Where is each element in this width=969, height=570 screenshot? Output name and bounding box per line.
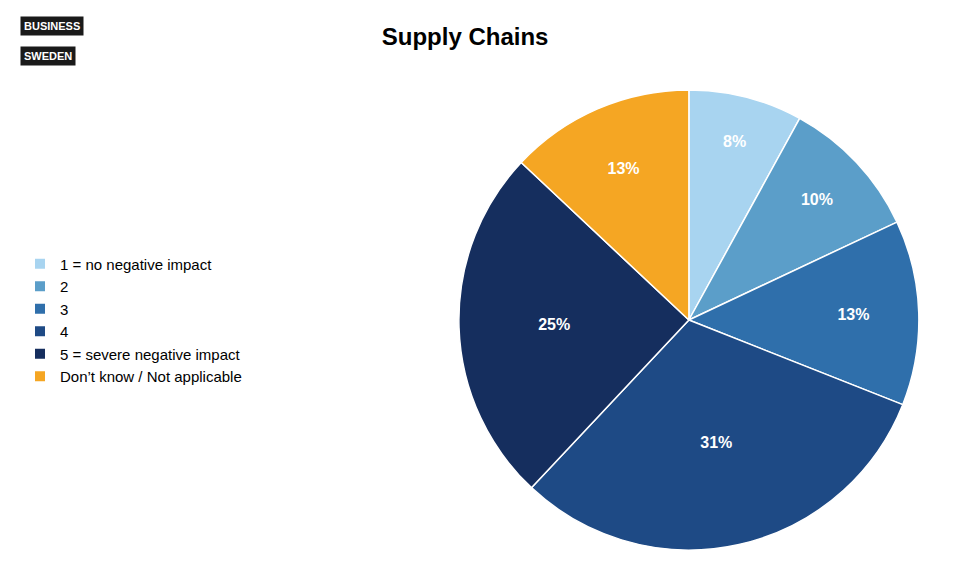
svg-text:13%: 13% — [607, 160, 639, 177]
svg-text:BUSINESS: BUSINESS — [24, 20, 80, 32]
svg-text:31%: 31% — [700, 434, 732, 451]
svg-text:Don’t know / Not applicable: Don’t know / Not applicable — [60, 368, 242, 385]
svg-text:SWEDEN: SWEDEN — [24, 50, 72, 62]
svg-text:2: 2 — [60, 278, 68, 295]
svg-text:5 = severe negative impact: 5 = severe negative impact — [60, 346, 241, 363]
svg-text:4: 4 — [60, 323, 68, 340]
svg-text:3: 3 — [60, 301, 68, 318]
svg-text:10%: 10% — [801, 191, 833, 208]
svg-text:25%: 25% — [538, 316, 570, 333]
svg-text:8%: 8% — [723, 133, 746, 150]
svg-text:1 = no negative impact: 1 = no negative impact — [60, 256, 212, 273]
svg-text:13%: 13% — [837, 306, 869, 323]
svg-text:Supply Chains: Supply Chains — [382, 23, 549, 50]
